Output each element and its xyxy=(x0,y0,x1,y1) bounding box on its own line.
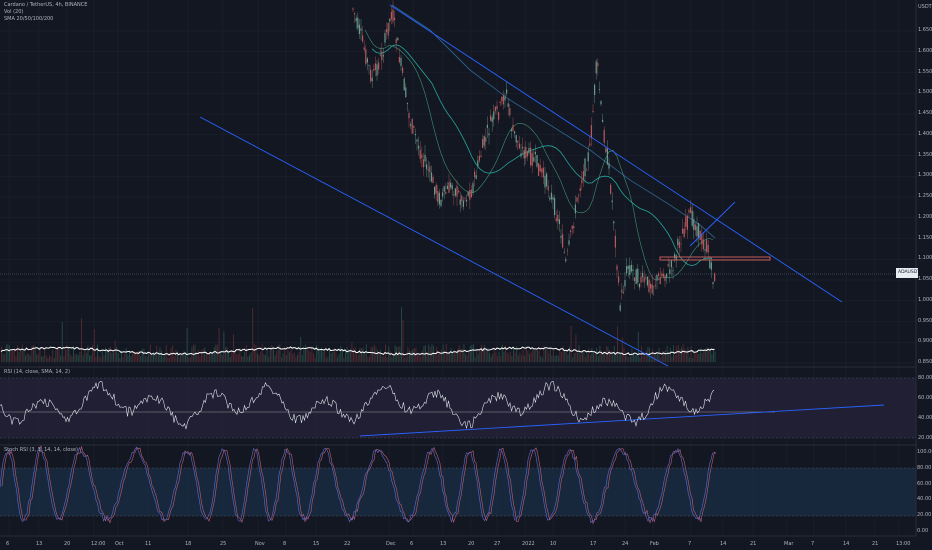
time-tick-label: 8 xyxy=(283,541,287,547)
time-tick-label: Oct xyxy=(115,541,124,547)
stoch-d-line xyxy=(1,444,717,525)
axis-tick-label: 1.500 xyxy=(918,89,932,96)
time-tick-label: 7 xyxy=(688,541,692,547)
axis-tick-label: 80.00 xyxy=(917,464,932,471)
sma-legend[interactable]: SMA 20/50/100/200 xyxy=(4,16,54,22)
time-tick-label: 14 xyxy=(720,541,727,547)
axis-tick-label: 80.00 xyxy=(918,375,932,381)
axis-tick-label: 40.00 xyxy=(917,496,932,503)
short-trendline[interactable] xyxy=(689,201,736,247)
axis-tick-label: 1.200 xyxy=(918,213,932,220)
current-symbol: ADAUSDT xyxy=(898,270,920,275)
axis-tick-label: 1.100 xyxy=(918,255,932,262)
axis-tick-label: 1.150 xyxy=(918,234,932,241)
time-tick-label: 21 xyxy=(750,541,757,547)
time-tick-label: 7 xyxy=(811,541,815,547)
stoch-legend[interactable]: Stoch RSI (3, 3, 14, 14, close) xyxy=(4,447,78,453)
time-tick-label: 12:00 xyxy=(91,541,106,547)
time-tick-label: Nov xyxy=(255,541,265,547)
main-legend: Cardano / TetherUS, 4h, BINANCE Vol (20)… xyxy=(4,2,87,23)
upper-channel-trendline[interactable] xyxy=(389,4,843,303)
rsi-trendline[interactable] xyxy=(359,404,885,437)
time-tick-label: 20 xyxy=(468,541,475,547)
axis-tick-label: 20.00 xyxy=(917,512,932,519)
symbol-title[interactable]: Cardano / TetherUS, 4h, BINANCE xyxy=(4,2,88,8)
rsi-legend[interactable]: RSI (14, close, SMA, 14, 2) xyxy=(4,369,71,375)
current-price: 1.045 xyxy=(919,270,932,275)
time-tick-label: 15 xyxy=(313,541,320,547)
axis-tick-label: 1.650 xyxy=(918,27,932,33)
volume-bars xyxy=(1,307,716,362)
rsi-band xyxy=(0,378,916,438)
axis-tick-label: 0.00 xyxy=(917,528,929,534)
price-unit-label: USDT xyxy=(918,4,932,10)
axis-tick-label: 1.400 xyxy=(918,130,932,137)
axis-tick-label: 1.250 xyxy=(918,193,932,199)
candlesticks xyxy=(352,0,716,313)
axis-tick-label: 1.000 xyxy=(918,296,932,303)
time-tick-label: Feb xyxy=(650,541,659,547)
time-tick-label: 17 xyxy=(590,541,597,547)
time-tick-label: 6 xyxy=(6,541,10,547)
time-tick-label: 14 xyxy=(843,541,850,547)
time-tick-label: 2022 xyxy=(522,541,535,547)
time-tick-label: 13 xyxy=(440,541,447,547)
rsi-line xyxy=(0,380,715,430)
axis-tick-label: 1.550 xyxy=(918,68,932,75)
time-tick-label: 25 xyxy=(220,541,227,547)
axis-tick-label: 60.00 xyxy=(918,395,932,401)
time-tick-label: 13 xyxy=(36,541,43,547)
time-tick-label: 18 xyxy=(185,541,192,547)
sma-50-line xyxy=(364,29,714,281)
sma-200-line xyxy=(391,4,716,239)
axis-tick-label: 1.050 xyxy=(918,276,932,282)
axis-tick-label: 1.600 xyxy=(918,47,932,54)
current-price-tag: ADAUSDT 1.045 xyxy=(896,268,932,278)
time-tick-label: 20 xyxy=(64,541,71,547)
axis-tick-label: 0.850 xyxy=(918,359,932,365)
axis-tick-label: 0.950 xyxy=(918,317,932,324)
time-tick-label: 22 xyxy=(344,541,351,547)
time-tick-label: 11 xyxy=(145,541,152,547)
stoch-k-line xyxy=(0,446,715,524)
time-tick-label: Dec xyxy=(386,541,396,547)
time-tick-label: 27 xyxy=(494,541,501,547)
time-tick-label: 10 xyxy=(550,541,557,547)
axis-tick-label: 0.900 xyxy=(918,338,932,345)
volume-ma-line xyxy=(0,346,715,356)
time-tick-label: 6 xyxy=(410,541,414,547)
sma-100-line xyxy=(371,44,713,267)
axis-tick-label: 20.00 xyxy=(918,435,932,441)
axis-tick-label: 100.00 xyxy=(917,449,932,455)
lower-channel-trendline[interactable] xyxy=(199,116,669,367)
axis-tick-label: 40.00 xyxy=(918,415,932,421)
axis-tick-label: 1.350 xyxy=(918,151,932,158)
time-tick-label: 24 xyxy=(622,541,629,547)
axis-tick-label: 1.300 xyxy=(918,172,932,179)
time-tick-label: 21 xyxy=(872,541,879,547)
time-tick-label: 13:00 xyxy=(896,541,911,547)
time-tick-label: Mar xyxy=(784,541,794,547)
axis-tick-label: 1.450 xyxy=(918,110,932,116)
support-zone-box[interactable] xyxy=(659,256,771,261)
volume-legend[interactable]: Vol (20) xyxy=(4,9,24,15)
axis-tick-label: 60.00 xyxy=(917,480,932,487)
stoch-band xyxy=(0,468,916,516)
